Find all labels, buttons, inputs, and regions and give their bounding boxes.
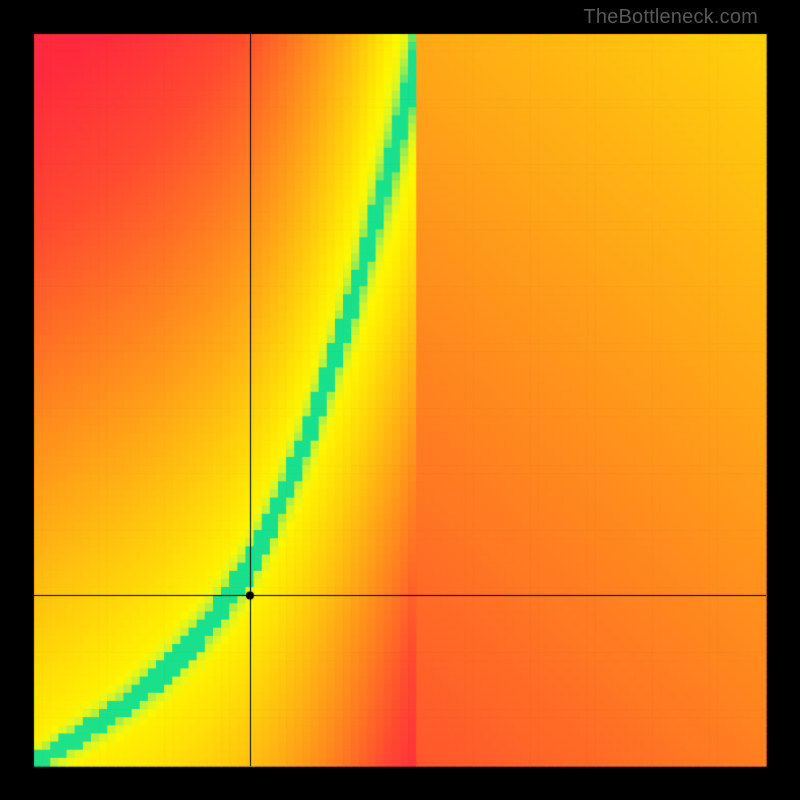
watermark-text: TheBottleneck.com <box>583 6 758 29</box>
bottleneck-heatmap-canvas <box>0 0 800 800</box>
chart-container: TheBottleneck.com <box>0 0 800 800</box>
